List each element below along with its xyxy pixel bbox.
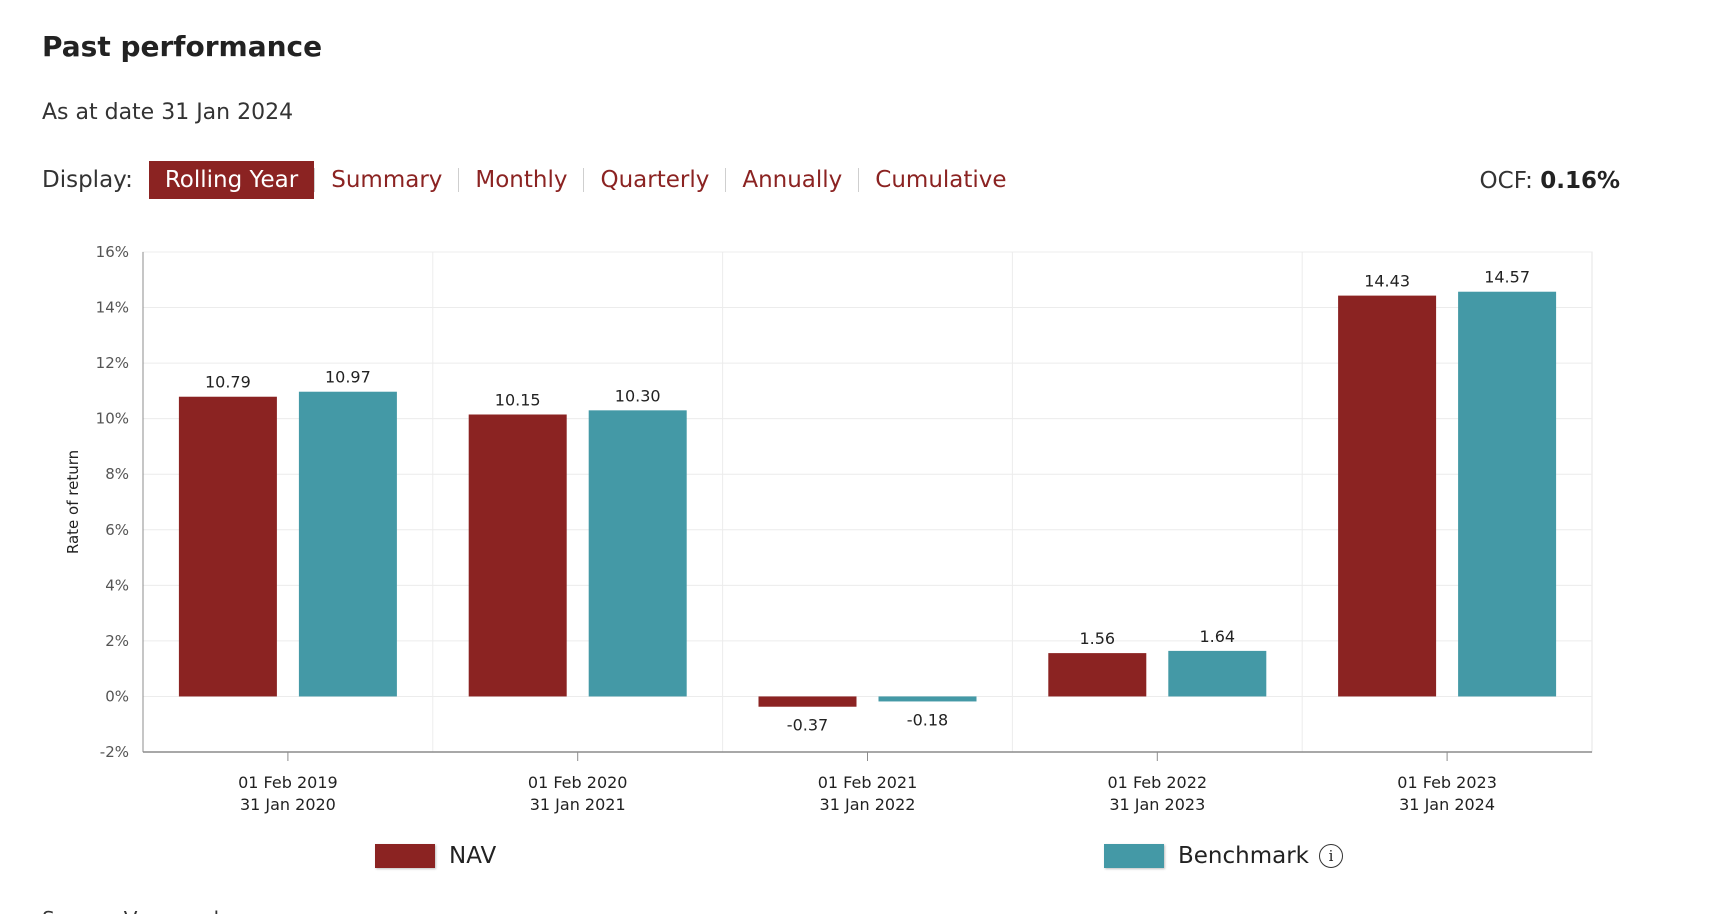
source-note: Source: Vanguard (42, 904, 219, 914)
y-tick-label: 0% (105, 687, 129, 705)
x-tick-label-start: 01 Feb 2023 (1397, 773, 1497, 792)
display-label: Display: (42, 167, 133, 193)
x-tick-label-end: 31 Jan 2024 (1399, 795, 1495, 814)
tab-rolling-year[interactable]: Rolling Year (148, 161, 315, 199)
tab-annually[interactable]: Annually (742, 167, 843, 193)
y-tick-label: 14% (96, 299, 129, 317)
page-title: Past performance (42, 30, 323, 63)
nav-value-label: 1.56 (1079, 629, 1115, 648)
nav-value-label: -0.37 (787, 716, 828, 735)
nav-bar (178, 396, 277, 697)
info-icon[interactable]: i (1319, 844, 1344, 868)
ocf-readout: OCF: 0.16% (1480, 168, 1620, 194)
legend-benchmark-swatch (1104, 844, 1164, 868)
tab-divider (725, 168, 727, 192)
y-axis-title: Rate of return (64, 450, 82, 554)
legend-nav-label: NAV (449, 843, 497, 869)
benchmark-value-label: 1.64 (1199, 627, 1235, 646)
x-tick-label-start: 01 Feb 2020 (528, 773, 628, 792)
benchmark-bar (298, 391, 397, 697)
y-tick-label: 10% (96, 410, 129, 428)
benchmark-bar (1168, 650, 1267, 697)
nav-bar (758, 696, 857, 707)
x-tick-label-start: 01 Feb 2021 (818, 773, 918, 792)
y-tick-label: 6% (105, 521, 129, 539)
x-tick-label-end: 31 Jan 2023 (1109, 795, 1205, 814)
benchmark-value-label: 10.30 (615, 386, 661, 405)
y-tick-label: 4% (105, 576, 129, 594)
nav-bar (1048, 653, 1147, 697)
display-tabs: Rolling Year Summary Monthly Quarterly A… (148, 161, 1023, 199)
tab-cumulative[interactable]: Cumulative (875, 167, 1007, 193)
benchmark-bar (1458, 291, 1557, 697)
x-tick-label-end: 31 Jan 2021 (530, 795, 626, 814)
nav-value-label: 14.43 (1364, 272, 1410, 291)
tab-divider (458, 168, 460, 192)
ocf-label: OCF: (1479, 168, 1533, 194)
nav-value-label: 10.79 (205, 373, 251, 392)
benchmark-bar (588, 410, 687, 697)
tab-summary[interactable]: Summary (331, 167, 443, 193)
tab-divider (314, 168, 316, 192)
benchmark-bar (878, 696, 977, 702)
y-tick-label: 12% (96, 354, 129, 372)
x-tick-label-end: 31 Jan 2022 (820, 795, 916, 814)
tab-divider (583, 168, 585, 192)
ocf-value: 0.16% (1540, 168, 1620, 194)
legend-nav[interactable]: NAV (375, 843, 496, 869)
as-at-date: As at date 31 Jan 2024 (42, 100, 294, 125)
legend-benchmark[interactable]: Benchmark i (1104, 843, 1344, 869)
legend-benchmark-label: Benchmark (1178, 843, 1310, 869)
performance-bar-chart: -2% 0% 2% 4% 6% 8% 10% 12% 14% 16% 10.79 10.97 01 Fe… (64, 243, 1593, 814)
nav-bar (468, 414, 567, 697)
display-selector: Display: Rolling Year Summary Monthly Qu… (42, 158, 1023, 202)
y-tick-label: -2% (100, 743, 129, 761)
x-tick-label-start: 01 Feb 2022 (1108, 773, 1208, 792)
y-tick-label: 8% (105, 465, 129, 483)
nav-bar (1338, 295, 1437, 697)
tab-divider (858, 168, 860, 192)
legend-nav-swatch (375, 844, 435, 868)
x-tick-label-end: 31 Jan 2020 (240, 795, 336, 814)
y-tick-label: 16% (96, 243, 129, 261)
tab-quarterly[interactable]: Quarterly (600, 167, 710, 193)
benchmark-value-label: 14.57 (1484, 268, 1530, 287)
x-tick-label-start: 01 Feb 2019 (238, 773, 338, 792)
nav-value-label: 10.15 (495, 391, 541, 410)
benchmark-value-label: -0.18 (907, 710, 948, 729)
tab-monthly[interactable]: Monthly (475, 167, 568, 193)
y-tick-label: 2% (105, 632, 129, 650)
benchmark-value-label: 10.97 (325, 368, 371, 387)
